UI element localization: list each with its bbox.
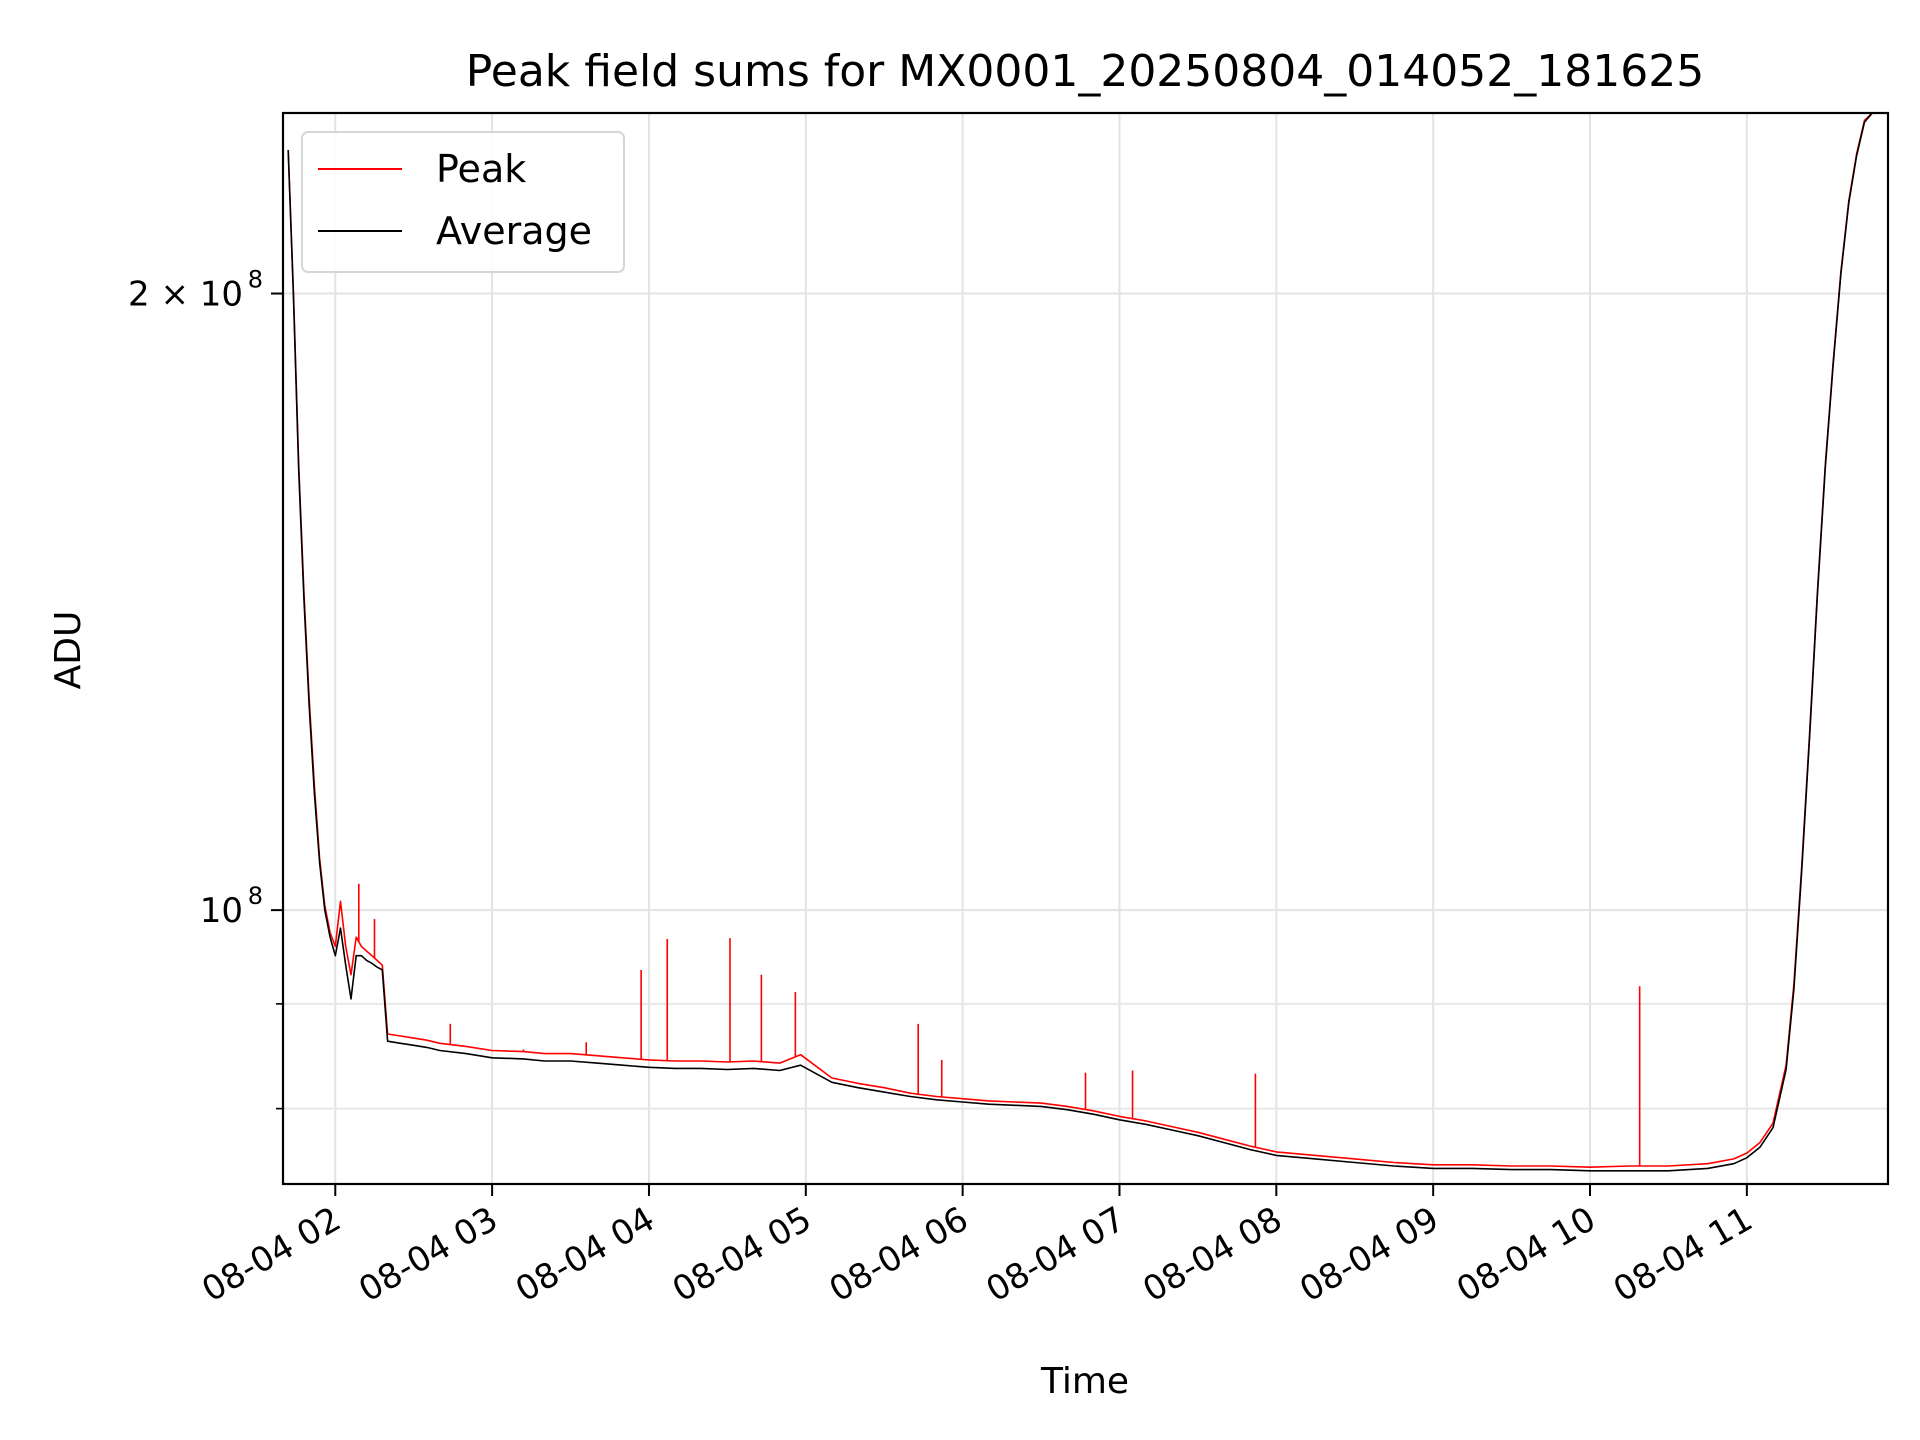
y-axis: 2 × 10 810 8 <box>128 266 283 1110</box>
plot-frame <box>281 111 1890 1186</box>
y-tick-label-exponent: 8 <box>248 266 263 294</box>
plot-lines <box>287 113 1873 1172</box>
x-axis-label: Time <box>1040 1361 1129 1402</box>
legend: Peak Average <box>301 131 625 273</box>
chart-title: Peak field sums for MX0001_20250804_0140… <box>466 46 1704 97</box>
series-group <box>287 113 1873 1172</box>
series-line-peak <box>287 113 1873 1168</box>
legend-label-average: Average <box>436 209 592 253</box>
legend-box <box>301 131 625 273</box>
y-axis-label: ADU <box>48 611 89 690</box>
y-tick-label: 2 × 10 <box>128 275 243 315</box>
y-tick-label-exponent: 8 <box>248 882 263 910</box>
y-tick-label: 10 <box>200 891 243 931</box>
series-line-average <box>287 113 1873 1172</box>
legend-label-peak: Peak <box>436 147 526 191</box>
